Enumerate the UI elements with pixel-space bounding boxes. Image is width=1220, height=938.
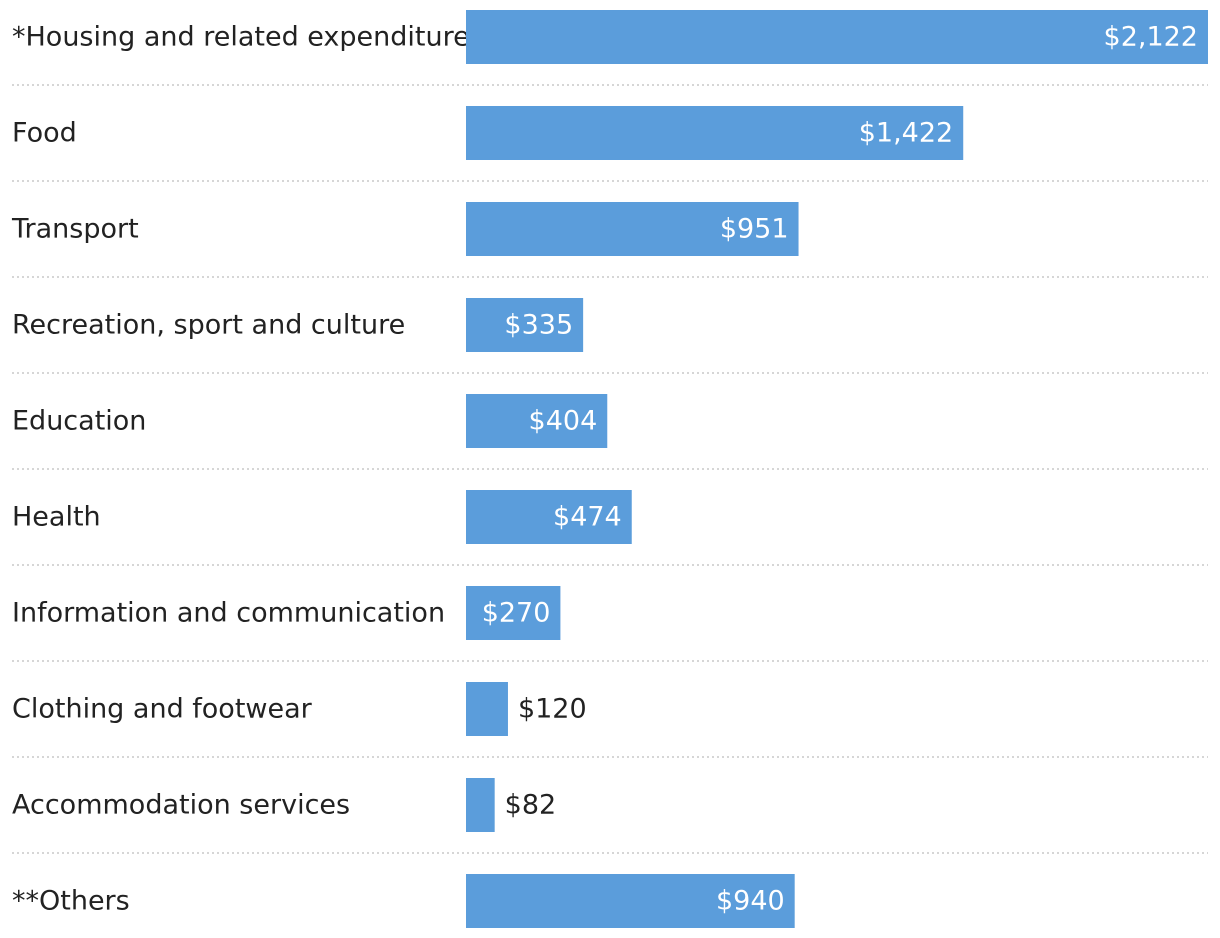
value-label: $2,122 (1104, 22, 1198, 53)
bar-row: Education $404 (12, 394, 1208, 470)
bar (466, 874, 795, 928)
bar (466, 298, 584, 352)
value-label: $940 (716, 886, 785, 917)
bar (466, 586, 561, 640)
category-label: Health (12, 502, 101, 533)
bar-row: Recreation, sport and culture $335 (12, 298, 1208, 374)
bar-row: Transport $951 (11, 202, 1208, 278)
bar-row: Health $474 (12, 490, 1208, 566)
bar (466, 394, 608, 448)
bar-row: Information and communication $270 (12, 586, 1208, 662)
bar (466, 490, 632, 544)
bar-row: Clothing and footwear $120 (12, 682, 1208, 758)
bar (466, 10, 1208, 64)
bar (466, 202, 799, 256)
bar-row: *Housing and related expenditure $2,122 (12, 10, 1208, 86)
value-label: $270 (482, 598, 551, 629)
bar-row: Food $1,422 (12, 106, 1208, 182)
category-label: Food (12, 118, 77, 149)
category-label: *Housing and related expenditure (12, 22, 470, 53)
category-label: Information and communication (12, 598, 445, 629)
category-label: Recreation, sport and culture (12, 310, 405, 341)
bar-row: **Others $940 (12, 874, 795, 928)
value-label: $82 (505, 790, 557, 821)
category-label: **Others (12, 886, 130, 917)
value-label: $951 (720, 214, 789, 245)
value-label: $1,422 (859, 118, 953, 149)
category-label: Clothing and footwear (12, 694, 313, 725)
value-label: $120 (518, 694, 587, 725)
value-label: $474 (553, 502, 622, 533)
category-label: Education (12, 406, 146, 437)
category-label: Transport (11, 214, 139, 245)
bar (466, 682, 508, 736)
value-label: $335 (504, 310, 573, 341)
value-label: $404 (529, 406, 598, 437)
bar (466, 106, 964, 160)
category-label: Accommodation services (12, 790, 350, 821)
bar-row: Accommodation services $82 (12, 778, 1208, 854)
bar (466, 778, 495, 832)
